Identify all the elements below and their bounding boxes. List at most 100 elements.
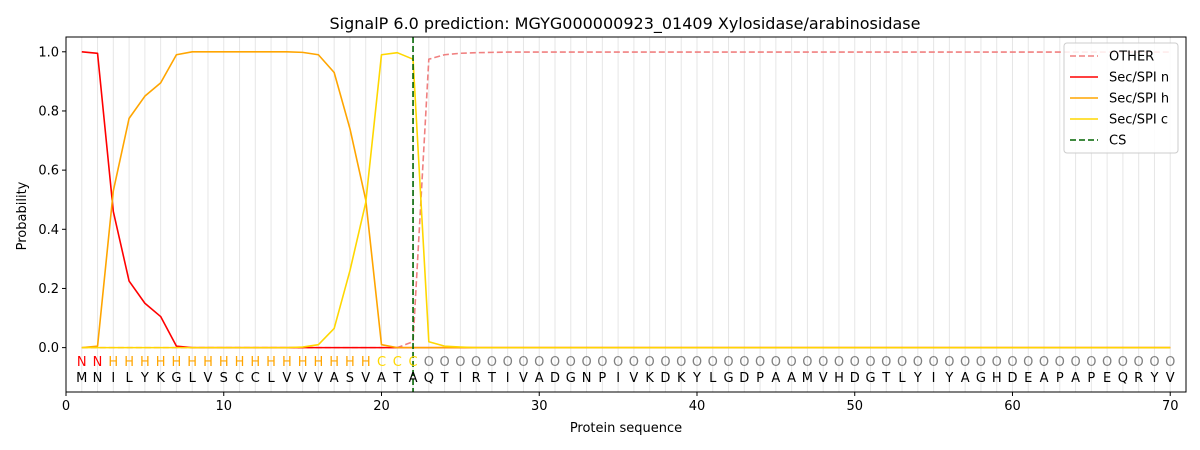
legend-entry: CS	[1109, 134, 1126, 149]
amino-acid-label: A	[771, 371, 780, 386]
region-label: H	[203, 355, 213, 370]
amino-acid-label: P	[756, 371, 764, 386]
region-label: O	[660, 355, 670, 370]
amino-acid-label: M	[76, 371, 87, 386]
amino-acid-label: V	[1166, 371, 1175, 386]
amino-acid-label: A	[535, 371, 544, 386]
amino-acid-label: I	[616, 371, 620, 386]
amino-acid-label: A	[1040, 371, 1049, 386]
amino-acid-label: N	[582, 371, 592, 386]
amino-acid-label: D	[850, 371, 860, 386]
region-label: H	[108, 355, 118, 370]
axis-ticks: 0 10 20 30 40 50 60 70 0.0 0.2 0.4 0.6 0.8 1.0	[38, 45, 1178, 414]
region-label: O	[992, 355, 1002, 370]
x-tick-label: 60	[1004, 399, 1021, 414]
region-label: O	[708, 355, 718, 370]
region-label: O	[1118, 355, 1128, 370]
amino-acid-label: G	[723, 371, 733, 386]
region-label: O	[1070, 355, 1080, 370]
legend-entry: Sec/SPI n	[1109, 71, 1169, 86]
region-label: H	[187, 355, 197, 370]
region-label: O	[692, 355, 702, 370]
amino-acid-label: K	[156, 371, 165, 386]
region-label: O	[739, 355, 749, 370]
region-label: O	[834, 355, 844, 370]
series-line-other	[81, 51, 1171, 349]
amino-acid-label: D	[660, 371, 670, 386]
amino-acid-label: A	[961, 371, 970, 386]
region-label: O	[424, 355, 434, 370]
amino-acid-label: L	[267, 371, 275, 386]
legend-entry: OTHER	[1109, 50, 1154, 65]
x-tick-label: 50	[846, 399, 863, 414]
amino-acid-label: V	[204, 371, 213, 386]
region-label: O	[865, 355, 875, 370]
x-axis-label: Protein sequence	[570, 421, 682, 436]
amino-acid-label: Q	[1118, 371, 1128, 386]
amino-acid-label: H	[834, 371, 844, 386]
amino-acid-label: I	[506, 371, 510, 386]
region-label: O	[787, 355, 797, 370]
x-tick-label: 40	[689, 399, 706, 414]
region-label: O	[881, 355, 891, 370]
series-line-sec-spi-n	[81, 50, 1171, 349]
amino-acid-label: A	[787, 371, 796, 386]
y-tick-label: 0.8	[38, 104, 59, 119]
region-label: O	[1086, 355, 1096, 370]
region-label: O	[439, 355, 449, 370]
x-tick-label: 30	[531, 399, 548, 414]
y-tick-label: 0.4	[38, 223, 59, 238]
region-label: H	[345, 355, 355, 370]
amino-acid-label: L	[709, 371, 717, 386]
amino-acid-label: I	[932, 371, 936, 386]
series-line-sec-spi-h	[81, 50, 1171, 349]
region-label: H	[124, 355, 134, 370]
region-label: O	[471, 355, 481, 370]
series-line-sec-spi-c	[81, 51, 1171, 349]
region-label: H	[266, 355, 276, 370]
y-tick-label: 0.2	[38, 282, 59, 297]
amino-acid-label: Y	[913, 371, 922, 386]
region-label: O	[1055, 355, 1065, 370]
amino-acid-label: N	[93, 371, 103, 386]
x-tick-label: 70	[1162, 399, 1179, 414]
amino-acid-label: I	[111, 371, 115, 386]
region-label: H	[250, 355, 260, 370]
region-label: O	[818, 355, 828, 370]
region-label: H	[140, 355, 150, 370]
amino-acid-label: G	[865, 371, 875, 386]
region-label: H	[219, 355, 229, 370]
chart-title: SignalP 6.0 prediction: MGYG000000923_01…	[330, 14, 921, 34]
region-label: O	[518, 355, 528, 370]
region-label: O	[487, 355, 497, 370]
amino-acid-label: T	[487, 371, 496, 386]
amino-acid-label: D	[550, 371, 560, 386]
region-label: O	[581, 355, 591, 370]
amino-acid-label: V	[314, 371, 323, 386]
amino-acid-label: K	[677, 371, 686, 386]
y-tick-label: 0.0	[38, 341, 59, 356]
amino-acid-label: S	[220, 371, 228, 386]
amino-acid-label: Y	[944, 371, 953, 386]
amino-acid-label: T	[392, 371, 401, 386]
amino-acid-label: V	[361, 371, 370, 386]
amino-acid-label: A	[330, 371, 339, 386]
amino-acid-label: L	[189, 371, 197, 386]
amino-acid-label: R	[1134, 371, 1143, 386]
amino-acid-label: V	[819, 371, 828, 386]
region-label: O	[1023, 355, 1033, 370]
region-label: O	[1102, 355, 1112, 370]
region-label: H	[314, 355, 324, 370]
amino-acid-label: M	[802, 371, 813, 386]
amino-acid-label: C	[235, 371, 244, 386]
region-label: O	[850, 355, 860, 370]
amino-acid-label: K	[645, 371, 654, 386]
amino-acid-label: T	[440, 371, 449, 386]
region-label: O	[897, 355, 907, 370]
amino-acid-label: A	[1071, 371, 1080, 386]
region-label: N	[77, 355, 87, 370]
region-label: O	[1007, 355, 1017, 370]
region-label: C	[393, 355, 402, 370]
region-label: N	[93, 355, 103, 370]
region-label: C	[377, 355, 386, 370]
